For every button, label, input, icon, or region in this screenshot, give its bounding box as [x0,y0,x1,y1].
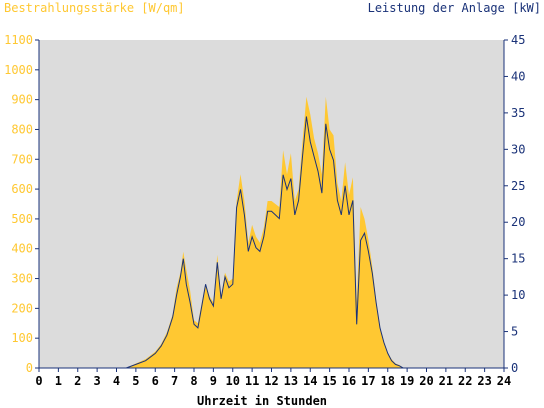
left-tick-label: 200 [11,301,33,315]
right-tick-label: 25 [511,179,525,193]
x-tick-label: 12 [264,374,278,388]
right-tick-label: 40 [511,69,525,83]
right-tick-label: 0 [511,361,518,375]
left-axis-title: Bestrahlungsstärke [W/qm] [4,1,185,15]
irradiance-area [39,96,504,368]
left-ticks: 0 100 200 300 400 500 600 700 800 900 1000 1100 [4,33,39,375]
left-tick-label: 600 [11,182,33,196]
x-tick-label: 18 [381,374,395,388]
x-tick-label: 10 [226,374,240,388]
right-axis-title: Leistung der Anlage [kW] [368,1,541,15]
x-tick-label: 14 [303,374,317,388]
x-tick-label: 15 [322,374,336,388]
x-tick-label: 7 [171,374,178,388]
left-tick-label: 500 [11,212,33,226]
x-tick-label: 1 [55,374,62,388]
x-axis-title: Uhrzeit in Stunden [197,394,327,408]
x-tick-label: 23 [477,374,491,388]
x-tick-label: 3 [94,374,101,388]
right-tick-label: 30 [511,142,525,156]
x-tick-label: 13 [284,374,298,388]
power-line [39,116,504,369]
x-tick-label: 6 [152,374,159,388]
x-tick-label: 20 [419,374,433,388]
left-tick-label: 100 [11,331,33,345]
x-tick-label: 16 [342,374,356,388]
x-tick-label: 22 [458,374,472,388]
x-tick-label: 9 [210,374,217,388]
x-tick-label: 19 [400,374,414,388]
right-tick-label: 15 [511,252,525,266]
left-tick-label: 900 [11,93,33,107]
x-tick-label: 0 [35,374,42,388]
x-ticks: 0 1 2 3 4 5 6 7 8 9 10 11 12 13 14 15 16 17 18 19 20 21 22 23 24 [35,368,511,388]
left-tick-label: 400 [11,242,33,256]
x-tick-label: 21 [439,374,453,388]
right-tick-label: 10 [511,288,525,302]
left-tick-label: 1100 [4,33,33,47]
left-tick-label: 1000 [4,63,33,77]
x-tick-label: 8 [190,374,197,388]
right-tick-label: 5 [511,325,518,339]
left-tick-label: 800 [11,122,33,136]
x-tick-label: 4 [113,374,120,388]
x-tick-label: 5 [132,374,139,388]
x-tick-label: 2 [74,374,81,388]
x-tick-label: 24 [497,374,511,388]
x-tick-label: 17 [361,374,375,388]
left-tick-label: 700 [11,152,33,166]
right-tick-label: 20 [511,215,525,229]
x-tick-label: 11 [245,374,259,388]
right-tick-label: 45 [511,33,525,47]
left-tick-label: 300 [11,272,33,286]
right-ticks: 0 5 10 15 20 25 30 35 40 45 [504,33,525,375]
left-tick-label: 0 [26,361,33,375]
right-tick-label: 35 [511,106,525,120]
